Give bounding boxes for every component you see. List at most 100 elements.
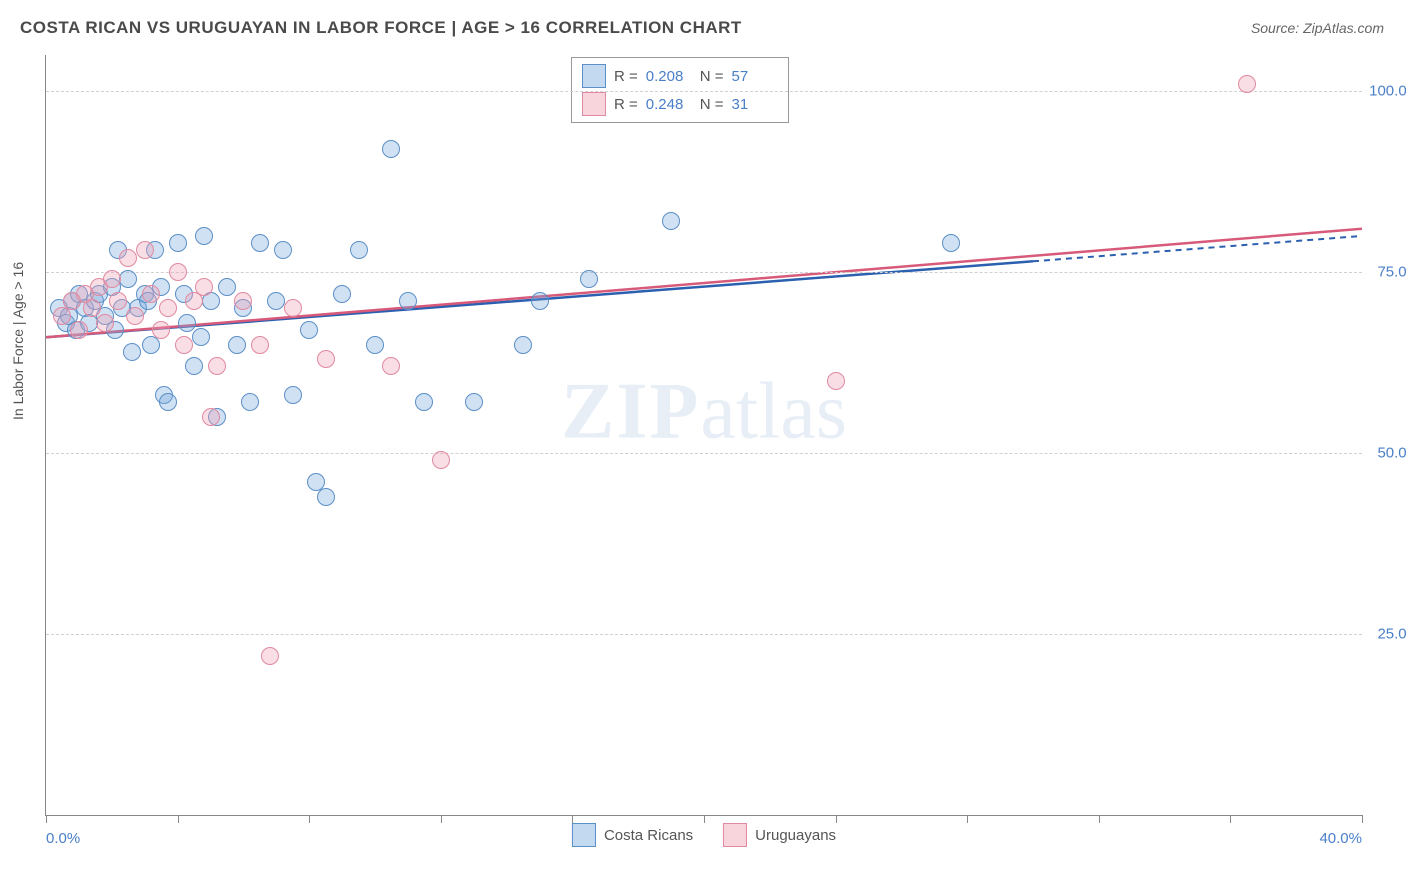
scatter-point [284,299,302,317]
scatter-point [274,241,292,259]
scatter-point [284,386,302,404]
scatter-point [399,292,417,310]
y-axis-label: In Labor Force | Age > 16 [10,262,26,420]
scatter-point [300,321,318,339]
plot-area: ZIPatlas R =0.208N =57R =0.248N =31 Cost… [45,55,1362,816]
legend-swatch [582,64,606,88]
scatter-point [159,299,177,317]
scatter-point [366,336,384,354]
scatter-point [251,336,269,354]
ytick-label: 100.0% [1369,83,1406,100]
r-value: 0.208 [646,68,692,85]
gridline [46,91,1362,92]
r-label: R = [614,96,638,113]
scatter-point [169,263,187,281]
xtick [1230,815,1231,823]
scatter-point [208,357,226,375]
scatter-point [465,393,483,411]
scatter-point [195,278,213,296]
scatter-point [169,234,187,252]
legend-item: Costa Ricans [572,823,693,847]
xtick [441,815,442,823]
scatter-point [178,314,196,332]
scatter-point [96,314,114,332]
scatter-point [202,408,220,426]
scatter-point [514,336,532,354]
chart-title: COSTA RICAN VS URUGUAYAN IN LABOR FORCE … [20,18,742,38]
legend-swatch [723,823,747,847]
ytick-label: 25.0% [1377,626,1406,643]
stats-row: R = 0.208 N = 57 [582,62,778,90]
bottom-legend: Costa Ricans Uruguayans [572,823,836,847]
scatter-point [382,140,400,158]
scatter-point [531,292,549,310]
scatter-point [580,270,598,288]
scatter-point [251,234,269,252]
scatter-point [109,292,127,310]
watermark-zip: ZIP [561,368,700,456]
scatter-point [159,393,177,411]
n-value: 57 [732,68,778,85]
scatter-point [317,488,335,506]
n-label: N = [700,96,724,113]
xtick [967,815,968,823]
r-value: 0.248 [646,96,692,113]
scatter-point [415,393,433,411]
scatter-point [827,372,845,390]
n-value: 31 [732,96,778,113]
scatter-point [126,307,144,325]
scatter-point [195,227,213,245]
stats-row: R = 0.248 N = 31 [582,90,778,118]
legend-label: Costa Ricans [604,827,693,844]
scatter-point [382,357,400,375]
scatter-point [119,249,137,267]
legend-label: Uruguayans [755,827,836,844]
scatter-point [103,270,121,288]
scatter-point [142,285,160,303]
scatter-point [136,241,154,259]
scatter-point [261,647,279,665]
xtick [178,815,179,823]
legend-swatch [572,823,596,847]
legend-item: Uruguayans [723,823,836,847]
xtick [1362,815,1363,823]
ytick-label: 75.0% [1377,264,1406,281]
scatter-point [267,292,285,310]
scatter-point [317,350,335,368]
xtick-label: 0.0% [46,830,80,847]
gridline [46,634,1362,635]
scatter-point [70,321,88,339]
scatter-point [83,299,101,317]
scatter-point [185,357,203,375]
legend-swatch [582,92,606,116]
scatter-point [234,292,252,310]
scatter-point [119,270,137,288]
scatter-point [333,285,351,303]
scatter-point [218,278,236,296]
xtick [46,815,47,823]
trend-lines [46,55,1362,815]
xtick [704,815,705,823]
r-label: R = [614,68,638,85]
scatter-point [228,336,246,354]
xtick [309,815,310,823]
xtick-label: 40.0% [1319,830,1362,847]
scatter-point [152,321,170,339]
scatter-point [1238,75,1256,93]
scatter-point [432,451,450,469]
watermark-atlas: atlas [700,368,847,456]
gridline [46,453,1362,454]
scatter-point [662,212,680,230]
ytick-label: 50.0% [1377,445,1406,462]
stats-legend-box: R = 0.208 N = 57 R = 0.248 N = 31 [571,57,789,123]
xtick [572,815,573,823]
scatter-point [123,343,141,361]
scatter-point [241,393,259,411]
n-label: N = [700,68,724,85]
scatter-point [942,234,960,252]
scatter-point [350,241,368,259]
xtick [1099,815,1100,823]
scatter-point [192,328,210,346]
xtick [836,815,837,823]
gridline [46,272,1362,273]
